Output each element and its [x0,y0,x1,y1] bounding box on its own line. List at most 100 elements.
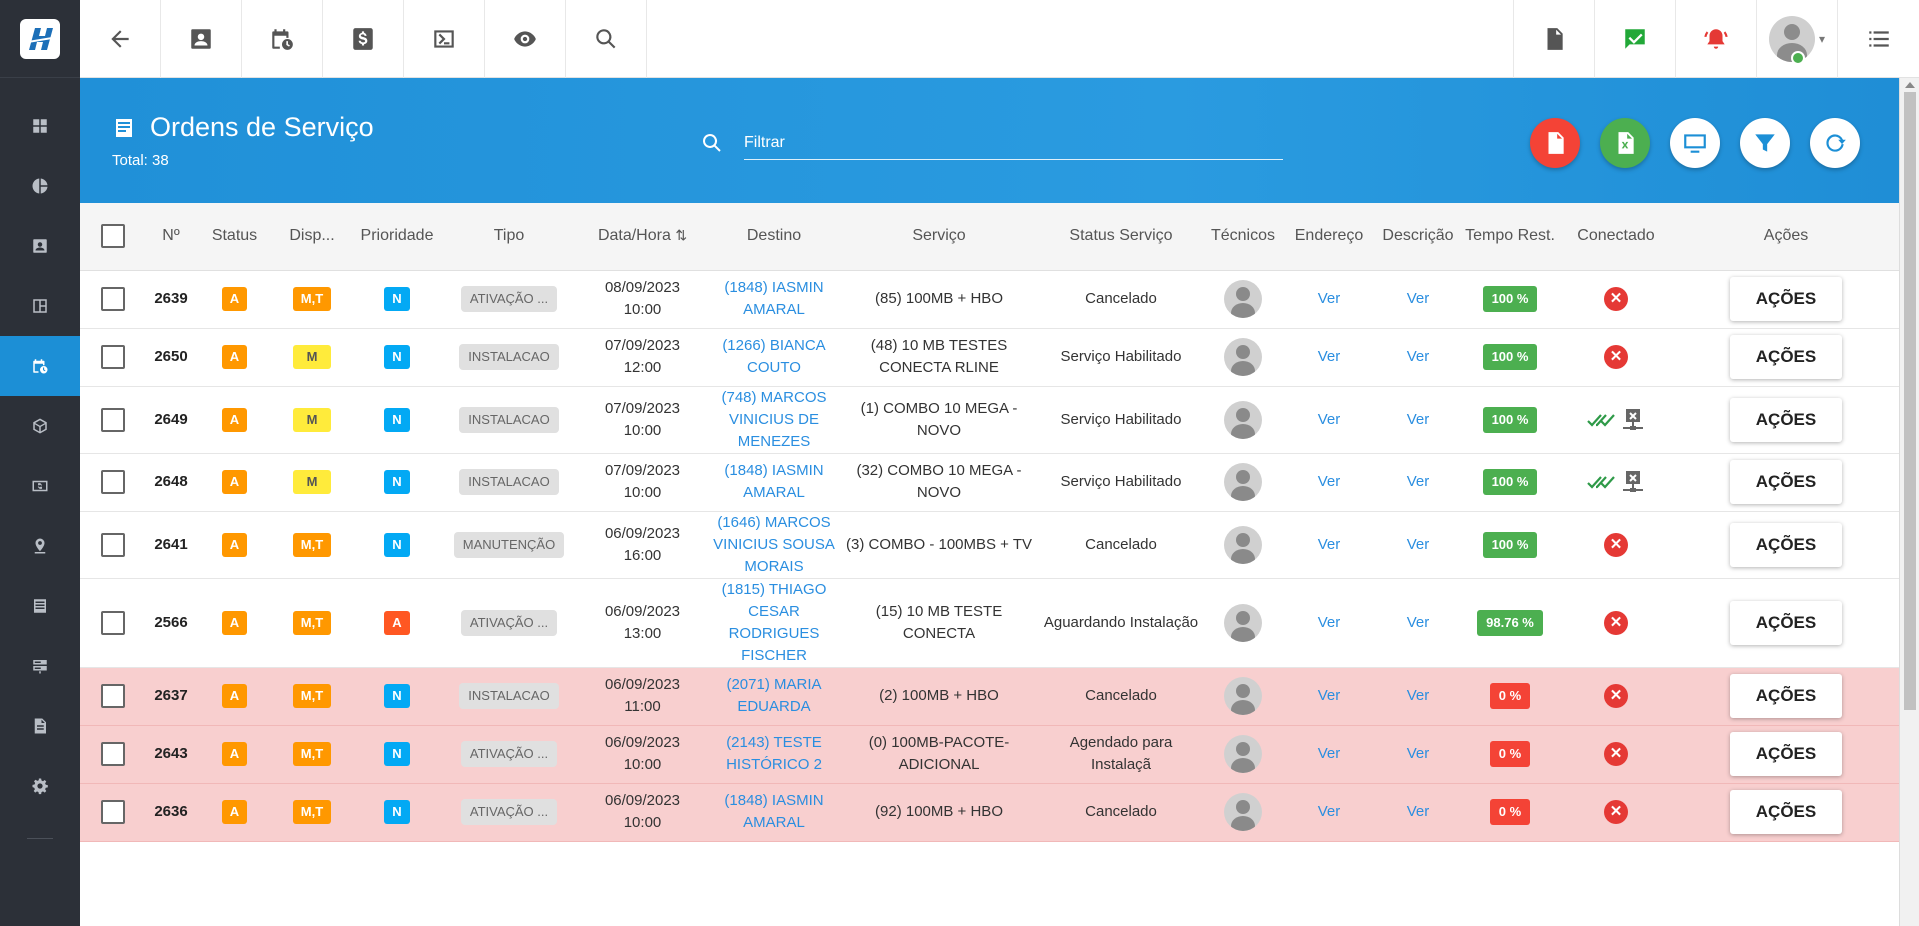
technician-avatar[interactable] [1224,525,1262,564]
filter-button[interactable] [1740,118,1790,168]
sidebar-item-maps[interactable] [0,516,80,576]
messages-button[interactable] [1594,0,1675,78]
destino-link[interactable]: (2143) TESTE HISTÓRICO 2 [726,734,822,773]
sidebar-item-documents[interactable] [0,696,80,756]
schedule-button[interactable] [242,0,323,78]
row-checkbox[interactable] [100,800,125,824]
endereco-link[interactable]: Ver [1317,803,1341,820]
row-checkbox[interactable] [100,345,125,369]
view-button[interactable] [485,0,566,78]
descricao-link[interactable]: Ver [1406,348,1430,365]
column-header-status[interactable]: Status [197,203,272,271]
row-checkbox[interactable] [100,407,125,432]
descricao-link[interactable]: Ver [1406,290,1430,307]
actions-button[interactable]: AÇÕES [1730,732,1842,776]
table-row[interactable]: 2641 A M,T N MANUTENÇÃO 06/09/2023 16:00 … [80,511,1899,579]
table-row[interactable]: 2649 A M N INSTALACAO 07/09/2023 10:00 (7… [80,386,1899,454]
column-header-num[interactable]: Nº [145,203,197,271]
destino-link[interactable]: (1848) IASMIN AMARAL [724,279,824,318]
endereco-link[interactable]: Ver [1317,745,1341,762]
destino-link[interactable]: (1848) IASMIN AMARAL [724,462,824,501]
scroll-up-arrow[interactable] [1905,82,1915,88]
column-header-endereco[interactable]: Endereço [1283,203,1375,271]
column-header-prioridade[interactable]: Prioridade [352,203,442,271]
endereco-link[interactable]: Ver [1317,687,1341,704]
terminal-button[interactable] [404,0,485,78]
destino-link[interactable]: (748) MARCOS VINICIUS DE MENEZES [721,388,827,450]
table-row[interactable]: 2639 A M,T N ATIVAÇÃO ... 08/09/2023 10:0… [80,270,1899,329]
endereco-link[interactable]: Ver [1317,613,1341,631]
actions-button[interactable]: AÇÕES [1730,674,1842,718]
monitor-button[interactable] [1670,118,1720,168]
column-header-tecnicos[interactable]: Técnicos [1203,203,1283,271]
actions-button[interactable]: AÇÕES [1730,397,1842,442]
pdf-button[interactable] [1513,0,1594,78]
row-checkbox[interactable] [100,610,125,635]
row-checkbox[interactable] [100,470,125,494]
column-header-tipo[interactable]: Tipo [442,203,576,271]
select-all-checkbox[interactable] [100,224,125,249]
row-checkbox[interactable] [100,532,125,557]
contacts-button[interactable] [161,0,242,78]
search-button[interactable] [566,0,647,78]
destino-link[interactable]: (1815) THIAGO CESAR RODRIGUES FISCHER [721,580,827,664]
column-header-destino[interactable]: Destino [709,203,839,271]
column-header-disp[interactable]: Disp... [272,203,352,271]
export-pdf-button[interactable] [1530,118,1580,168]
actions-button[interactable]: AÇÕES [1730,460,1842,504]
table-row[interactable]: 2650 A M N INSTALACAO 07/09/2023 12:00 (1… [80,328,1899,387]
column-header-servico[interactable]: Serviço [839,203,1039,271]
vertical-scrollbar[interactable] [1899,78,1919,926]
table-row[interactable]: 2636 A M,T N ATIVAÇÃO ... 06/09/2023 10:0… [80,783,1899,842]
sidebar-item-finance[interactable] [0,456,80,516]
sidebar-item-clients[interactable] [0,216,80,276]
back-button[interactable] [80,0,161,78]
sidebar-item-service-orders[interactable] [0,336,80,396]
column-header-tempo[interactable]: Tempo Rest. [1461,203,1559,271]
user-menu[interactable]: ▾ [1756,0,1837,78]
menu-button[interactable] [1837,0,1919,78]
destino-link[interactable]: (1266) BIANCA COUTO [722,337,826,376]
sidebar-item-board[interactable] [0,276,80,336]
technician-avatar[interactable] [1224,338,1262,376]
finance-button[interactable] [323,0,404,78]
destino-link[interactable]: (2071) MARIA EDUARDA [726,676,822,715]
column-header-status-servico[interactable]: Status Serviço [1039,203,1203,271]
endereco-link[interactable]: Ver [1317,473,1341,490]
actions-button[interactable]: AÇÕES [1730,335,1842,379]
descricao-link[interactable]: Ver [1406,613,1430,631]
column-header-data[interactable]: Data/Hora ⇅ [576,203,709,271]
endereco-link[interactable]: Ver [1317,348,1341,365]
descricao-link[interactable]: Ver [1406,687,1430,704]
row-checkbox[interactable] [100,684,125,708]
descricao-link[interactable]: Ver [1406,410,1430,428]
export-excel-button[interactable] [1600,118,1650,168]
actions-button[interactable]: AÇÕES [1730,522,1842,567]
descricao-link[interactable]: Ver [1406,745,1430,762]
sidebar-item-lists[interactable] [0,576,80,636]
refresh-button[interactable] [1810,118,1860,168]
actions-button[interactable]: AÇÕES [1730,277,1842,321]
technician-avatar[interactable] [1224,463,1262,501]
filter-input[interactable] [744,126,1283,160]
sort-icon[interactable]: ⇅ [675,227,688,244]
technician-avatar[interactable] [1224,793,1262,831]
sidebar-item-dashboard[interactable] [0,96,80,156]
technician-avatar[interactable] [1224,677,1262,715]
alarm-button[interactable] [1675,0,1756,78]
descricao-link[interactable]: Ver [1406,803,1430,820]
row-checkbox[interactable] [100,742,125,766]
descricao-link[interactable]: Ver [1406,535,1430,553]
table-row[interactable]: 2648 A M N INSTALACAO 07/09/2023 10:00 (1… [80,453,1899,512]
row-checkbox[interactable] [100,287,125,311]
technician-avatar[interactable] [1224,735,1262,773]
table-row[interactable]: 2643 A M,T N ATIVAÇÃO ... 06/09/2023 10:0… [80,725,1899,784]
scrollbar-thumb[interactable] [1904,92,1916,710]
endereco-link[interactable]: Ver [1317,535,1341,553]
technician-avatar[interactable] [1224,400,1262,439]
sidebar-item-products[interactable] [0,396,80,456]
sidebar-item-network[interactable] [0,636,80,696]
sidebar-item-reports[interactable] [0,156,80,216]
app-logo[interactable] [20,18,60,59]
sidebar-item-settings[interactable] [0,756,80,816]
